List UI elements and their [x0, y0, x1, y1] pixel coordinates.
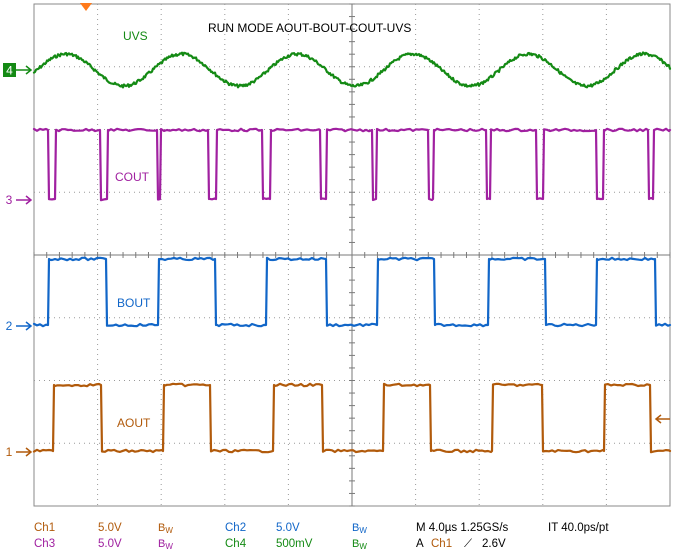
trigger-prefix: A [416, 538, 424, 550]
ch2-bandwidth-limit: BW [352, 522, 367, 535]
ch3-scale: 5.0V [98, 538, 122, 550]
channel-2-arrow-icon [16, 321, 33, 331]
channel-1-marker-label: 1 [6, 445, 13, 459]
ch2-scale: 5.0V [276, 522, 300, 534]
screen-title: RUN MODE AOUT-BOUT-COUT-UVS [208, 21, 411, 35]
trace-label-bout: BOUT [117, 296, 151, 310]
trigger-level: 2.6V [482, 538, 506, 550]
channel-4-arrow-icon [16, 65, 33, 75]
channel-2-marker-label: 2 [6, 319, 13, 333]
channel-1-marker[interactable]: 1 [6, 445, 33, 459]
trace-label-cout: COUT [115, 170, 150, 184]
ch3-bandwidth-limit: BW [158, 538, 173, 551]
channel-2-marker[interactable]: 2 [6, 319, 33, 333]
sample-interval: IT 40.0ps/pt [548, 522, 609, 534]
trigger-position-marker [80, 3, 92, 11]
trace-uvs [32, 51, 672, 89]
ch1-bandwidth-limit: BW [158, 522, 173, 535]
horizontal-scale: M 4.0µs 1.25GS/s [416, 522, 509, 534]
rising-edge-icon: ⟋ [464, 538, 473, 550]
trace-label-aout: AOUT [117, 416, 151, 430]
ch4-bandwidth-limit: BW [352, 538, 367, 551]
channel-1-arrow-icon [16, 447, 33, 457]
ch2-name: Ch2 [225, 522, 246, 534]
trigger-source: Ch1 [431, 538, 452, 550]
trigger-level-arrow-icon [654, 414, 670, 424]
ch4-scale: 500mV [276, 538, 313, 550]
channel-3-arrow-icon [16, 195, 33, 205]
ch3-name: Ch3 [34, 538, 55, 550]
channel-3-marker-label: 3 [6, 193, 13, 207]
ch1-name: Ch1 [34, 522, 55, 534]
trace-label-uvs: UVS [123, 29, 148, 43]
trace-aout [32, 382, 672, 454]
status-row-1: Ch1 5.0V BW Ch2 5.0V BW M 4.0µs 1.25GS/s… [34, 522, 609, 535]
channel-4-marker[interactable]: 4 [3, 63, 33, 78]
trace-bout [32, 256, 672, 328]
ch4-name: Ch4 [225, 538, 247, 550]
channel-3-marker[interactable]: 3 [6, 193, 33, 207]
channel-4-marker-label: 4 [6, 64, 13, 78]
graticule [33, 3, 671, 507]
trace-cout [32, 127, 672, 202]
status-row-2: Ch3 5.0V BW Ch4 500mV BW A Ch1 ⟋ 2.6V [34, 538, 506, 551]
ch1-scale: 5.0V [98, 522, 122, 534]
